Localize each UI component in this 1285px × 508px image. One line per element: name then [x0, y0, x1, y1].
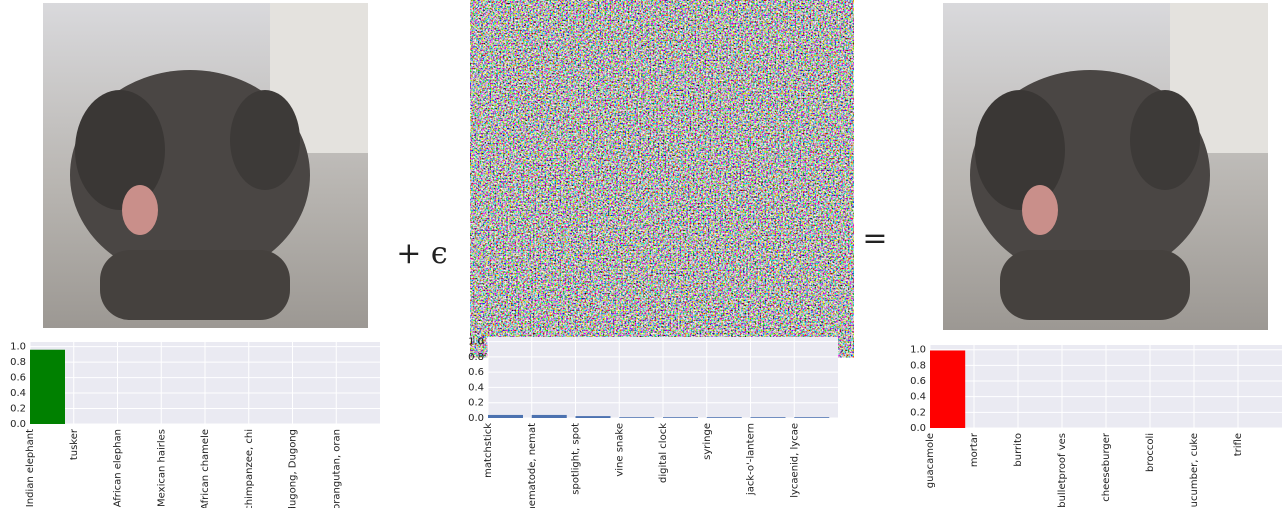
x-tick-label: broccoli [1145, 433, 1156, 472]
x-tick-label: lycaenid, lycae [789, 423, 800, 498]
y-tick-label: 0.4 [10, 388, 26, 399]
bar [750, 417, 786, 418]
x-tick-label: chimpanzee, chi [244, 429, 255, 508]
y-tick-label: 0.2 [10, 404, 26, 415]
x-tick-label: tusker [69, 428, 80, 460]
y-tick-label: 0.2 [910, 407, 926, 418]
y-tick-label: 0.8 [10, 357, 26, 368]
x-tick-label: orangutan, oran [331, 429, 342, 508]
plus-epsilon: + ϵ [396, 236, 447, 271]
perturbation-image [502, 3, 822, 325]
x-tick-label: digital clock [658, 423, 669, 483]
bar [663, 417, 698, 418]
bar [575, 416, 611, 418]
equals-sign: = [862, 221, 887, 256]
x-tick-label: vine snake [614, 423, 625, 477]
x-tick-label: syringe [702, 423, 713, 460]
y-tick-label: 0.0 [10, 419, 26, 430]
y-tick-label: 0.0 [910, 423, 926, 434]
y-tick-label: 0.0 [468, 413, 484, 424]
bar [30, 349, 65, 424]
y-tick-label: 0.6 [468, 367, 484, 378]
x-tick-label: bulletproof ves [1057, 433, 1068, 508]
x-tick-label: burrito [1013, 433, 1024, 467]
y-tick-label: 1.0 [468, 337, 484, 348]
y-tick-label: 1.0 [10, 342, 26, 353]
x-tick-label: cheeseburger [1101, 432, 1112, 502]
x-tick-label: mortar [969, 432, 980, 467]
y-tick-label: 0.8 [910, 360, 926, 371]
y-tick-label: 1.0 [910, 345, 926, 356]
y-tick-label: 0.4 [910, 392, 926, 403]
original-image [43, 3, 368, 328]
x-tick-label: African elephan [113, 429, 124, 507]
x-tick-label: dugong, Dugong [288, 429, 299, 508]
x-tick-label: African chamele [200, 429, 211, 508]
y-tick-label: 0.2 [468, 398, 484, 409]
x-tick-label: guacamole [925, 433, 936, 488]
x-tick-label: spotlight, spot [571, 423, 582, 495]
bar [706, 417, 742, 418]
bar [794, 417, 830, 418]
x-tick-label: jack-o'-lantern [746, 423, 757, 496]
bar-chart: 0.0 0.2 0.4 0.6 0.8 1.0 matchstick nematode, ne… [468, 337, 838, 508]
x-tick-label: cucumber, cuke [1189, 433, 1200, 508]
bar [531, 414, 567, 418]
bar-chart: 0.0 0.2 0.4 0.6 0.8 1.0 guacamole mortar burrito… [910, 345, 1282, 508]
bar [930, 350, 966, 428]
x-tick-label: trifle [1233, 433, 1244, 456]
bar-chart: 0.0 0.2 0.4 0.6 0.8 1.0 Indian elephant tusker A… [10, 342, 380, 508]
x-tick-label: Indian elephant [25, 429, 36, 507]
x-tick-label: nematode, nemat [527, 423, 538, 508]
bar [488, 414, 523, 418]
adversarial-image [943, 3, 1268, 330]
x-tick-label: matchstick [483, 423, 494, 478]
y-tick-label: 0.6 [910, 376, 926, 387]
y-tick-label: 0.8 [468, 352, 484, 363]
y-tick-label: 0.4 [468, 382, 484, 393]
x-tick-label: Mexican hairles [156, 429, 167, 507]
bar [619, 417, 655, 418]
y-tick-label: 0.6 [10, 373, 26, 384]
